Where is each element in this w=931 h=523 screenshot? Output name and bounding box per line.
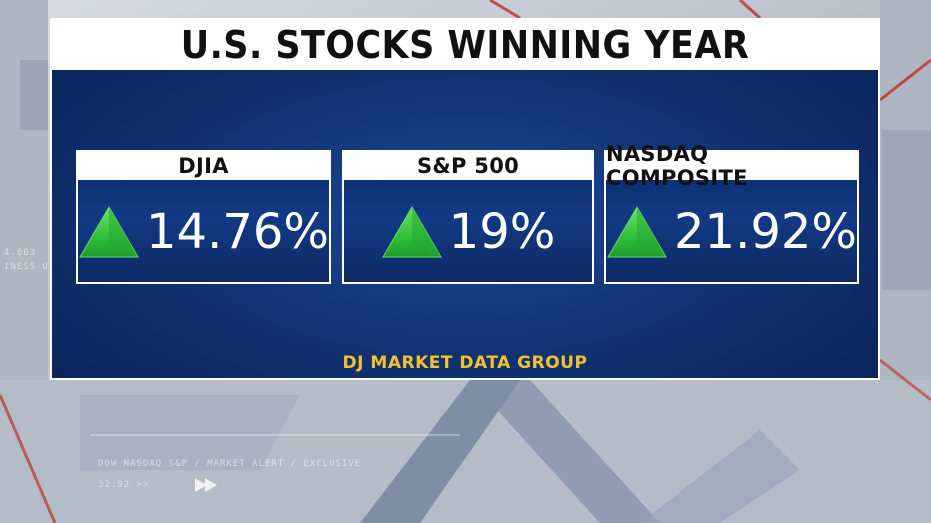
- page-title: U.S. STOCKS WINNING YEAR: [180, 23, 750, 67]
- card-label: DJIA: [178, 154, 229, 178]
- card-label: NASDAQ COMPOSITE: [606, 142, 748, 190]
- background-left-text-2: INESS U: [4, 262, 49, 272]
- stocks-panel: U.S. STOCKS WINNING YEAR DJIA 14.76% S&P…: [50, 18, 880, 380]
- background-left-text-1: 4.663: [4, 248, 37, 258]
- card-label-bar: DJIA: [78, 152, 329, 180]
- card-body: 21.92%: [606, 180, 857, 284]
- card-value: 14.76%: [145, 204, 330, 260]
- card-djia: DJIA 14.76%: [76, 150, 331, 284]
- card-value: 21.92%: [673, 204, 858, 260]
- card-body: 19%: [344, 180, 592, 284]
- card-label: S&P 500: [416, 154, 520, 178]
- up-arrow-icon: [381, 206, 442, 258]
- card-body: 14.76%: [78, 180, 329, 284]
- background-ticker-line-1: DOW NASDAQ S&P / MARKET ALERT / EXCLUSIV…: [98, 459, 362, 469]
- up-arrow-icon: [79, 206, 139, 258]
- title-bar: U.S. STOCKS WINNING YEAR: [52, 20, 878, 70]
- card-label-bar: NASDAQ COMPOSITE: [606, 142, 857, 190]
- up-arrow-icon: [607, 206, 667, 258]
- card-nasdaq-composite: NASDAQ COMPOSITE 21.92%: [604, 142, 859, 284]
- card-sp500: S&P 500 19%: [342, 150, 594, 284]
- source-credit: DJ MARKET DATA GROUP: [342, 353, 588, 373]
- card-value: 19%: [448, 204, 556, 260]
- background-ticker-line-2: 32.92 >>: [98, 480, 150, 490]
- card-label-bar: S&P 500: [344, 152, 592, 180]
